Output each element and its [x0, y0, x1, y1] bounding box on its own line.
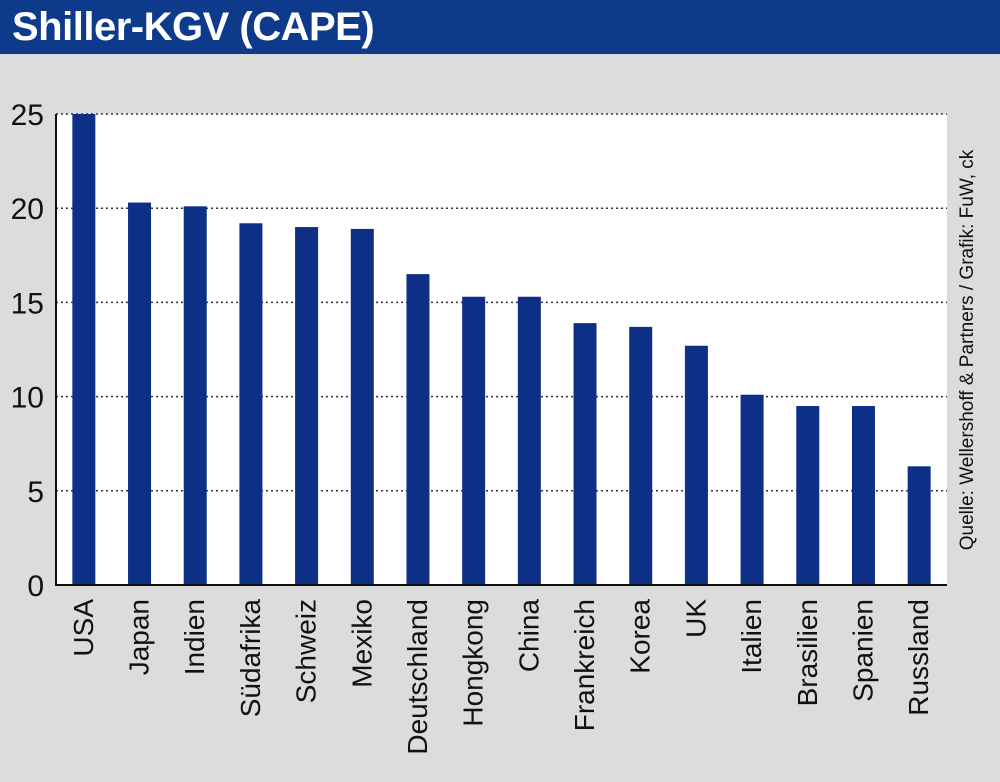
bar-japan: [128, 202, 152, 585]
grid-lines: [56, 113, 947, 492]
x-tick-label: Indien: [179, 599, 210, 675]
x-axis-ticks: USA Japan Indien Südafrika Schweiz Mexiko Deut…: [68, 599, 934, 755]
x-tick-label: Brasilien: [792, 599, 823, 706]
x-tick-label: Schweiz: [291, 599, 322, 703]
bar-indien: [183, 206, 207, 586]
bar-schweiz: [295, 227, 319, 586]
x-tick-label: Russland: [903, 599, 934, 716]
x-tick-label: Südafrika: [235, 599, 266, 718]
bar-mexiko: [350, 228, 374, 585]
bar-russland: [907, 466, 931, 585]
bars: [72, 114, 931, 586]
bar-südafrika: [239, 223, 263, 585]
x-tick-label: China: [513, 599, 544, 673]
bar-deutschland: [406, 274, 430, 585]
bar-italien: [740, 394, 764, 585]
bar-usa: [72, 114, 96, 585]
x-tick-label: Korea: [625, 599, 656, 674]
title-bar: Shiller-KGV (CAPE): [0, 0, 1000, 54]
y-tick-label: 15: [11, 287, 44, 320]
x-tick-label: Mexiko: [346, 599, 377, 688]
chart-title: Shiller-KGV (CAPE): [12, 5, 375, 49]
x-tick-label: Japan: [124, 599, 155, 675]
bar-chart: 0 5 10 15 20 25 USA Japan Indien Südafrika Schwei…: [11, 99, 947, 755]
bar-uk: [684, 345, 708, 585]
y-tick-label: 10: [11, 382, 44, 415]
y-tick-label: 0: [27, 570, 44, 603]
y-tick-label: 25: [11, 99, 44, 132]
y-tick-label: 5: [27, 476, 44, 509]
bar-hongkong: [462, 296, 486, 585]
bar-spanien: [851, 406, 875, 585]
bar-brasilien: [796, 406, 820, 585]
x-tick-label: Hongkong: [458, 599, 489, 727]
x-tick-label: Frankreich: [569, 599, 600, 731]
y-tick-label: 20: [11, 193, 44, 226]
bar-korea: [629, 326, 653, 585]
x-tick-label: USA: [68, 599, 99, 657]
bar-frankreich: [573, 323, 597, 585]
x-tick-label: Spanien: [847, 599, 878, 702]
bar-china: [517, 296, 541, 585]
x-tick-label: Italien: [736, 599, 767, 674]
x-tick-label: UK: [680, 599, 711, 638]
y-axis-ticks: 0 5 10 15 20 25: [11, 99, 44, 603]
x-tick-label: Deutschland: [402, 599, 433, 755]
source-note: Quelle: Wellershoff & Partners / Grafik:…: [957, 149, 978, 551]
